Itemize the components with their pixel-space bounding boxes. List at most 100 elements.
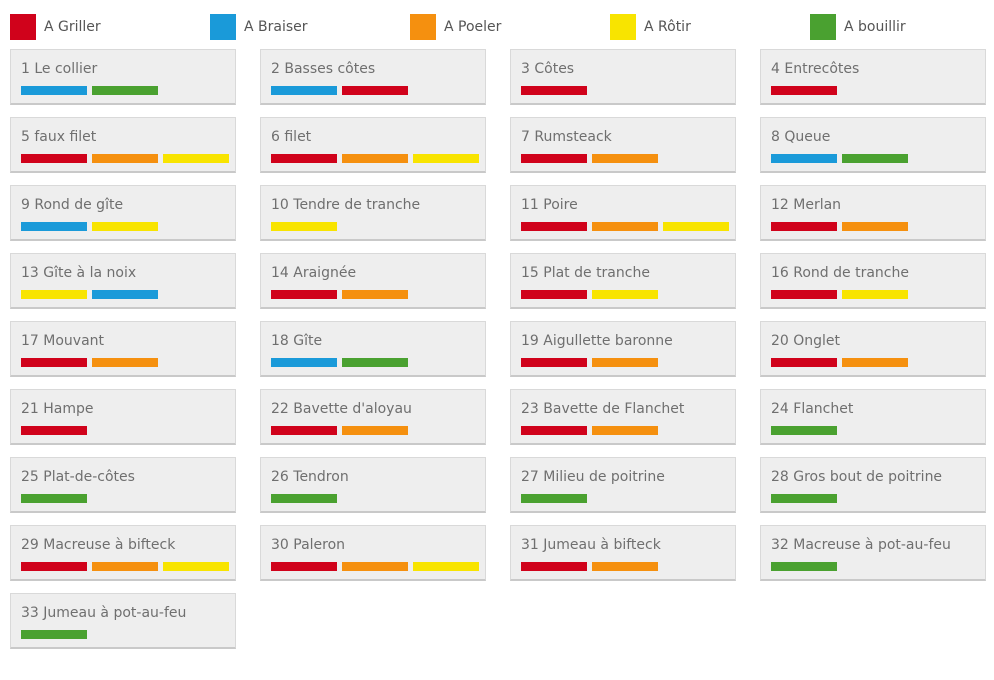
- method-bar-poeler: [92, 562, 158, 571]
- method-bar-griller: [21, 154, 87, 163]
- method-bar-poeler: [592, 154, 658, 163]
- method-bar-bouillir: [92, 86, 158, 95]
- method-bar-braiser: [92, 290, 158, 299]
- cut-card-title: 8 Queue: [771, 129, 831, 145]
- method-bar-poeler: [592, 222, 658, 231]
- cut-card-title: 21 Hampe: [21, 401, 94, 417]
- cut-card-title: 19 Aigullette baronne: [521, 333, 673, 349]
- method-bar-griller: [21, 358, 87, 367]
- cut-card[interactable]: 4 Entrecôtes: [760, 49, 986, 105]
- method-bar-poeler: [92, 154, 158, 163]
- cut-card-title: 18 Gîte: [271, 333, 323, 349]
- method-bar-griller: [271, 154, 337, 163]
- cut-card-title: 31 Jumeau à bifteck: [521, 537, 661, 553]
- method-bar-bouillir: [771, 494, 837, 503]
- method-bar-rotir: [592, 290, 658, 299]
- cut-card[interactable]: 13 Gîte à la noix: [10, 253, 236, 309]
- method-bar-griller: [521, 86, 587, 95]
- cut-card[interactable]: 3 Côtes: [510, 49, 736, 105]
- cut-card[interactable]: 30 Paleron: [260, 525, 486, 581]
- cut-card-title: 4 Entrecôtes: [771, 61, 860, 77]
- cut-card[interactable]: 6 filet: [260, 117, 486, 173]
- method-bar-rotir: [271, 222, 337, 231]
- cut-card[interactable]: 1 Le collier: [10, 49, 236, 105]
- cut-card[interactable]: 29 Macreuse à bifteck: [10, 525, 236, 581]
- method-bar-poeler: [842, 358, 908, 367]
- cut-card[interactable]: 22 Bavette d'aloyau: [260, 389, 486, 445]
- method-bar-griller: [521, 290, 587, 299]
- cut-card-title: 30 Paleron: [271, 537, 346, 553]
- method-bar-braiser: [21, 86, 87, 95]
- cut-card-title: 7 Rumsteack: [521, 129, 612, 145]
- cut-card-title: 23 Bavette de Flanchet: [521, 401, 685, 417]
- method-bar-griller: [271, 562, 337, 571]
- cut-card[interactable]: 23 Bavette de Flanchet: [510, 389, 736, 445]
- cut-card[interactable]: 24 Flanchet: [760, 389, 986, 445]
- method-bar-rotir: [163, 154, 229, 163]
- cut-card[interactable]: 12 Merlan: [760, 185, 986, 241]
- legend-label-rotir: A Rôtir: [644, 19, 691, 35]
- method-bar-rotir: [92, 222, 158, 231]
- method-bar-griller: [771, 290, 837, 299]
- method-bar-bouillir: [21, 630, 87, 639]
- method-bar-braiser: [271, 358, 337, 367]
- cut-card-title: 9 Rond de gîte: [21, 197, 124, 213]
- method-bar-rotir: [413, 154, 479, 163]
- cut-card-title: 14 Araignée: [271, 265, 357, 281]
- cut-card[interactable]: 25 Plat-de-côtes: [10, 457, 236, 513]
- cut-card[interactable]: 27 Milieu de poitrine: [510, 457, 736, 513]
- method-bar-bouillir: [271, 494, 337, 503]
- cut-card[interactable]: 20 Onglet: [760, 321, 986, 377]
- cut-card[interactable]: 28 Gros bout de poitrine: [760, 457, 986, 513]
- method-bar-rotir: [413, 562, 479, 571]
- cut-card-title: 28 Gros bout de poitrine: [771, 469, 943, 485]
- cut-card-title: 11 Poire: [521, 197, 578, 213]
- cut-card[interactable]: 9 Rond de gîte: [10, 185, 236, 241]
- cut-card-title: 20 Onglet: [771, 333, 841, 349]
- cut-card[interactable]: 8 Queue: [760, 117, 986, 173]
- cut-card-title: 16 Rond de tranche: [771, 265, 909, 281]
- cut-card-title: 5 faux filet: [21, 129, 97, 145]
- cut-card[interactable]: 5 faux filet: [10, 117, 236, 173]
- cut-card[interactable]: 18 Gîte: [260, 321, 486, 377]
- cut-card-title: 33 Jumeau à pot-au-feu: [21, 605, 187, 621]
- cut-card-title: 25 Plat-de-côtes: [21, 469, 135, 485]
- cut-card-title: 17 Mouvant: [21, 333, 105, 349]
- method-bar-rotir: [842, 290, 908, 299]
- legend-label-braiser: A Braiser: [244, 19, 308, 35]
- cut-card[interactable]: 2 Basses côtes: [260, 49, 486, 105]
- cut-card[interactable]: 26 Tendron: [260, 457, 486, 513]
- method-bar-poeler: [842, 222, 908, 231]
- legend-label-poeler: A Poeler: [444, 19, 502, 35]
- legend-swatch-griller: [10, 14, 36, 40]
- cut-card[interactable]: 32 Macreuse à pot-au-feu: [760, 525, 986, 581]
- cut-card[interactable]: 14 Araignée: [260, 253, 486, 309]
- method-bar-poeler: [592, 358, 658, 367]
- method-bar-bouillir: [342, 358, 408, 367]
- method-bar-griller: [271, 426, 337, 435]
- cut-card[interactable]: 33 Jumeau à pot-au-feu: [10, 593, 236, 649]
- cut-card[interactable]: 7 Rumsteack: [510, 117, 736, 173]
- cut-card-title: 27 Milieu de poitrine: [521, 469, 665, 485]
- method-bar-griller: [342, 86, 408, 95]
- cut-card[interactable]: 10 Tendre de tranche: [260, 185, 486, 241]
- legend-swatch-poeler: [410, 14, 436, 40]
- method-bar-poeler: [92, 358, 158, 367]
- method-bar-braiser: [771, 154, 837, 163]
- cut-card[interactable]: 21 Hampe: [10, 389, 236, 445]
- cut-card[interactable]: 15 Plat de tranche: [510, 253, 736, 309]
- cut-card-title: 13 Gîte à la noix: [21, 265, 137, 281]
- method-bar-griller: [21, 562, 87, 571]
- method-bar-griller: [521, 562, 587, 571]
- cut-card[interactable]: 16 Rond de tranche: [760, 253, 986, 309]
- cut-card[interactable]: 17 Mouvant: [10, 321, 236, 377]
- cut-card[interactable]: 11 Poire: [510, 185, 736, 241]
- method-bar-bouillir: [521, 494, 587, 503]
- cut-card-title: 6 filet: [271, 129, 312, 145]
- cut-card-title: 29 Macreuse à bifteck: [21, 537, 176, 553]
- cut-card[interactable]: 31 Jumeau à bifteck: [510, 525, 736, 581]
- method-bar-poeler: [592, 426, 658, 435]
- method-bar-griller: [771, 86, 837, 95]
- cut-card[interactable]: 19 Aigullette baronne: [510, 321, 736, 377]
- method-bar-bouillir: [771, 562, 837, 571]
